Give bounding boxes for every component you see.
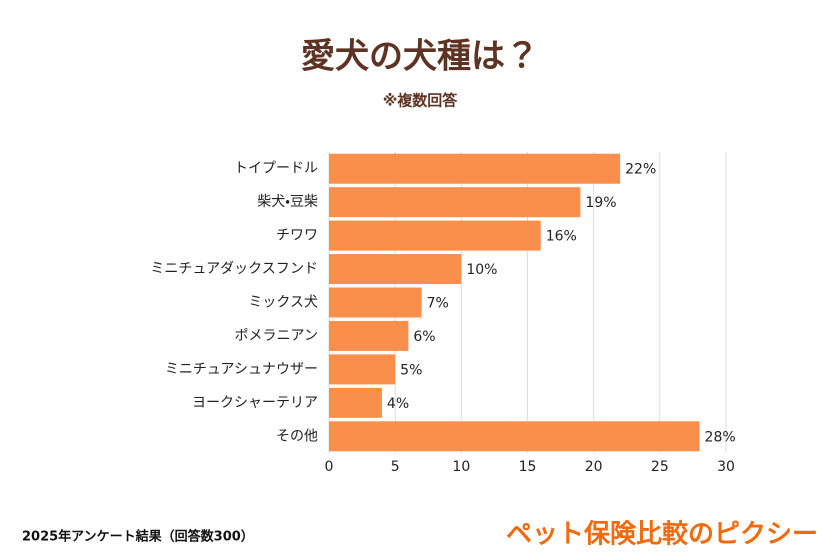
x-tick-label: 25 [651,459,669,475]
value-label: 22% [625,162,656,178]
value-label: 5% [400,362,422,378]
y-tick-label: ポメラニアン [235,328,318,344]
bar [329,421,700,452]
x-tick-label: 0 [325,459,334,475]
x-tick-label: 15 [519,459,537,475]
brand-logo: ペット保険比較のピクシー [506,519,818,550]
chart-subtitle: ※複数回答 [383,92,459,110]
bar [329,320,409,351]
y-tick-label: トイプードル [234,161,318,177]
bar [329,220,541,251]
y-tick-label: その他 [276,428,318,444]
bar [329,254,462,285]
x-tick-label: 30 [717,459,735,475]
bar [329,187,581,218]
y-tick-label: チワワ [276,228,318,244]
chart-title: 愛犬の犬種は？ [301,37,539,77]
value-label: 19% [585,195,616,211]
bar [329,387,382,418]
value-label: 10% [466,262,497,278]
value-label: 4% [387,396,409,412]
bar [329,153,621,184]
value-label: 28% [705,429,736,445]
x-tick-label: 10 [452,459,470,475]
y-tick-label: ヨークシャーテリア [192,395,318,411]
value-label: 6% [413,329,435,345]
x-tick-label: 20 [585,459,603,475]
bar [329,354,396,385]
value-label: 7% [427,296,449,312]
x-tick-label: 5 [391,459,400,475]
footnote: 2025年アンケート結果（回答数300） [22,529,254,545]
value-label: 16% [546,229,577,245]
y-tick-label: ミニチュアダックスフンド [150,261,318,277]
y-tick-label: ミニチュアシュナウザー [165,361,318,377]
bar [329,287,422,318]
y-tick-label: 柴犬・豆柴 [257,194,318,210]
y-tick-label: ミックス犬 [248,295,318,311]
